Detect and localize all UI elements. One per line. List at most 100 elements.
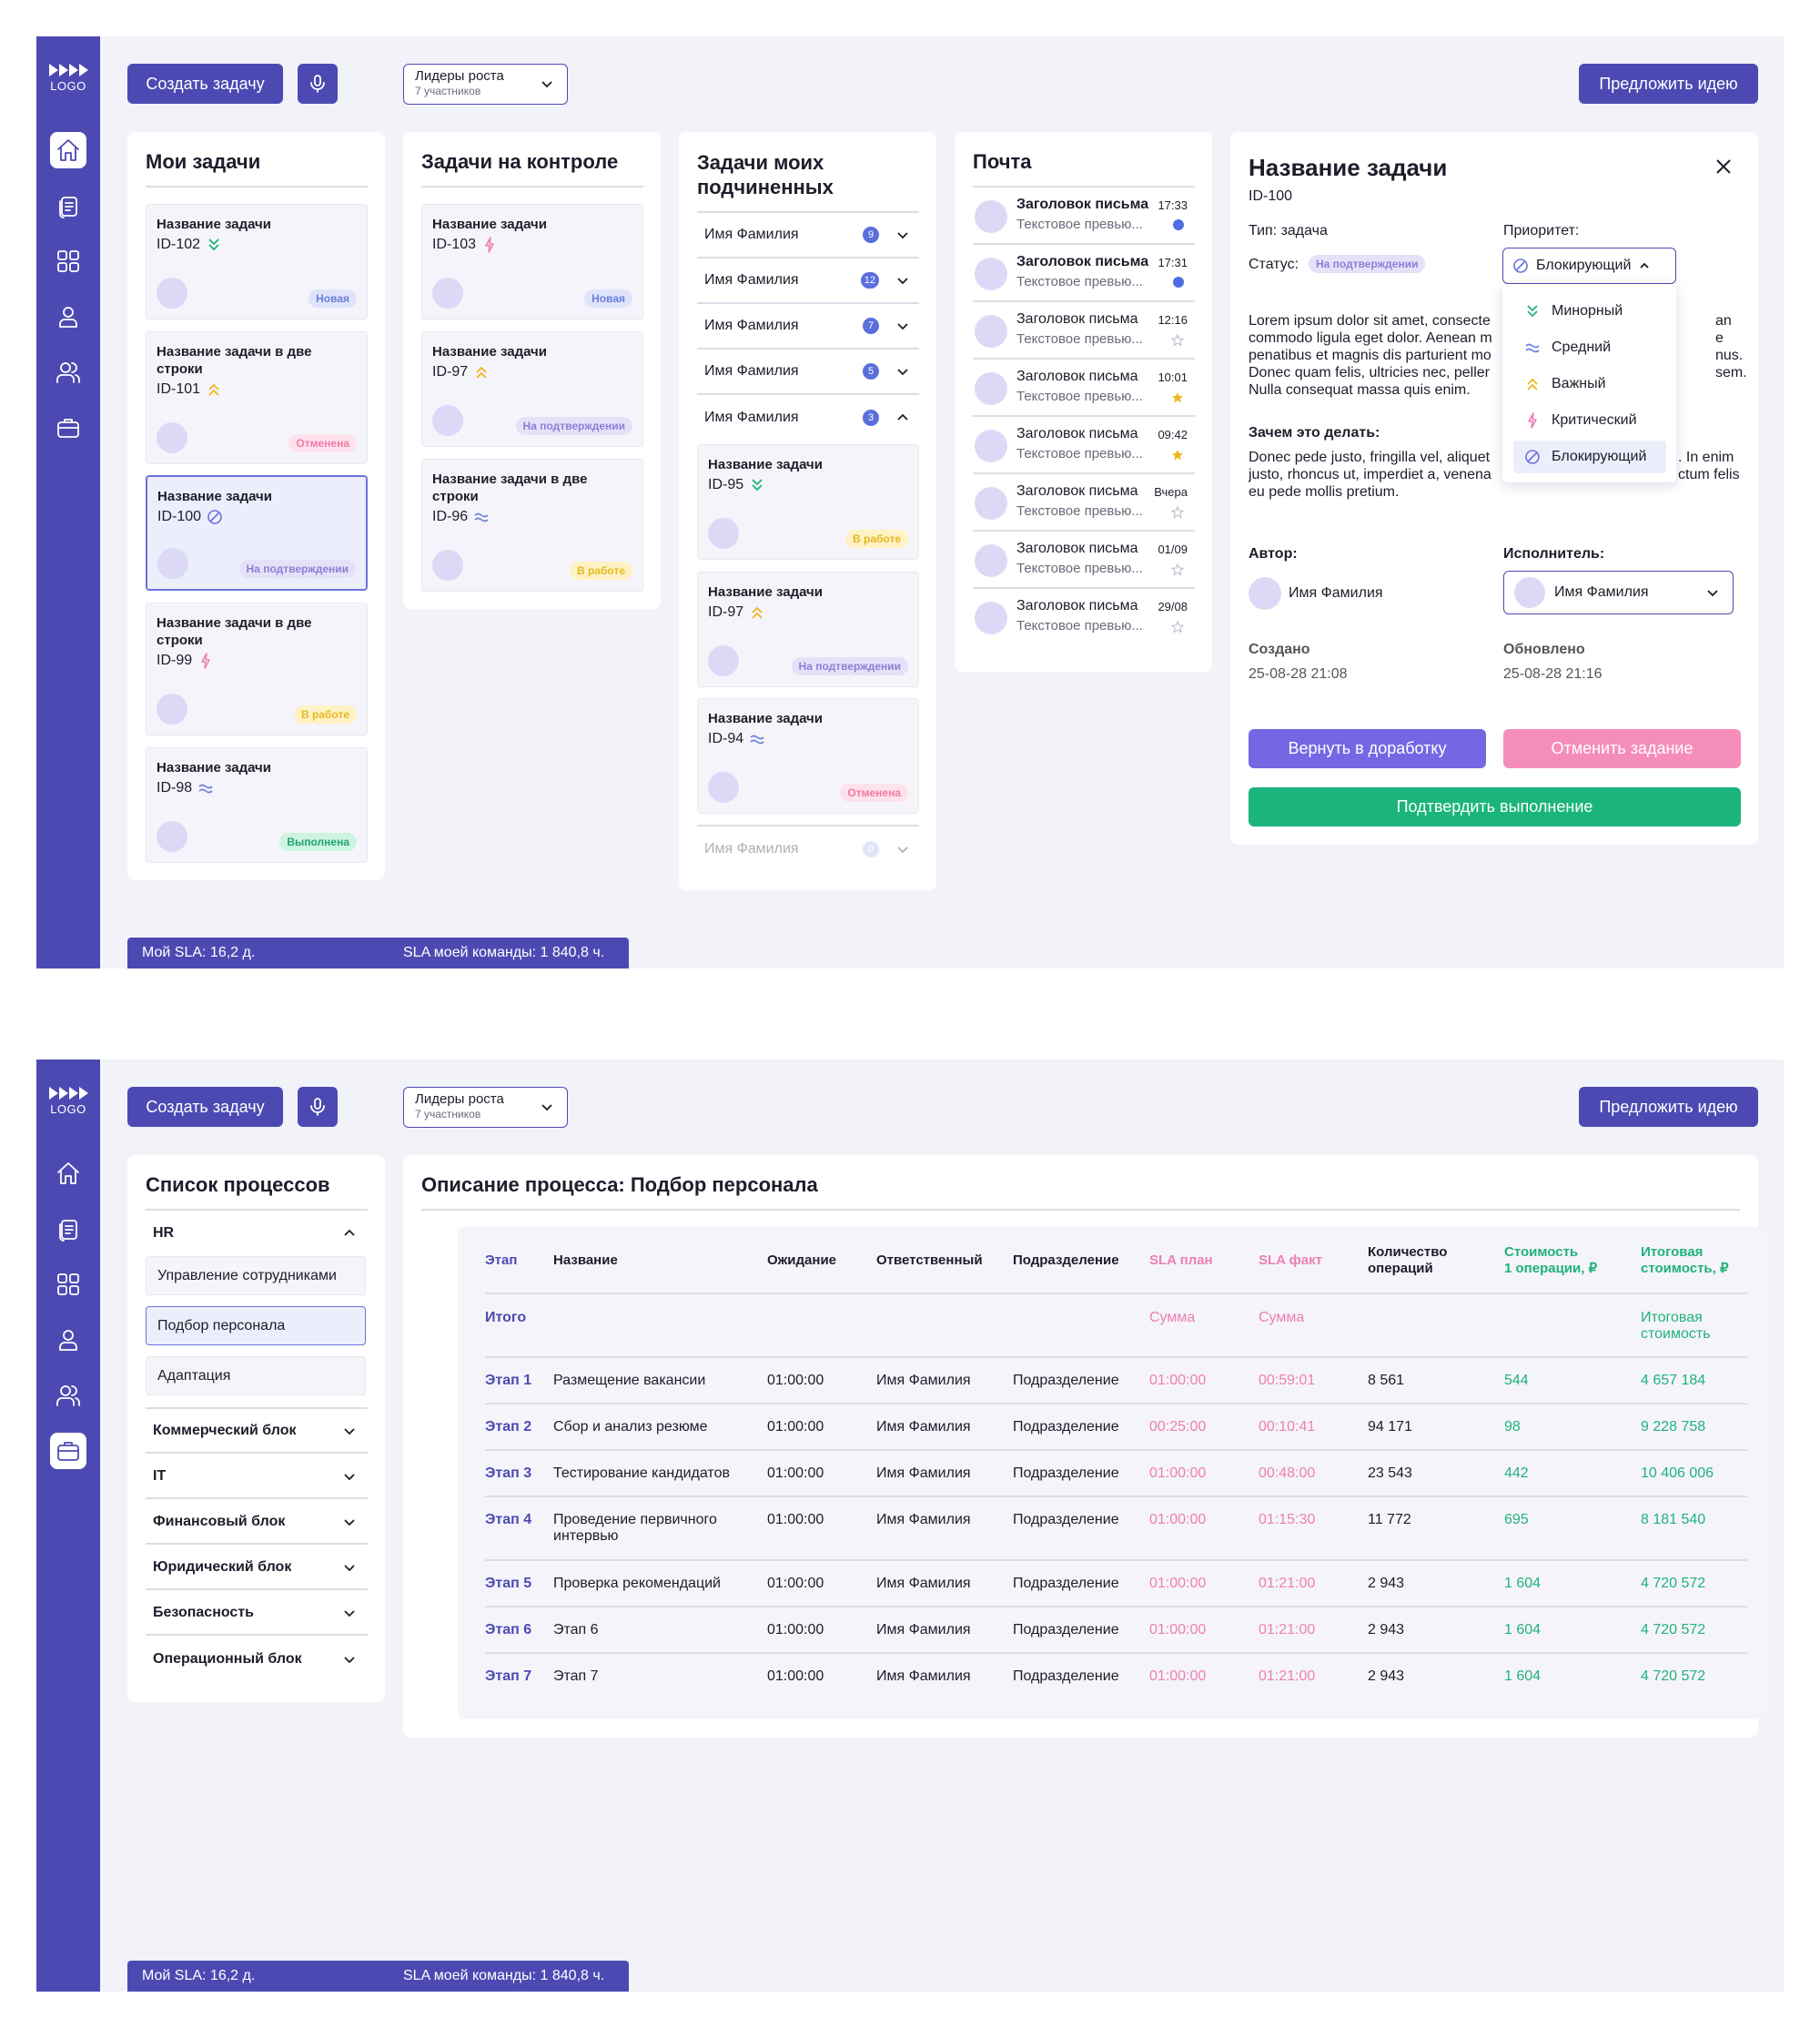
panel-title: Задачи на контроле [421, 150, 619, 173]
cell-stage: Этап 7 [485, 1668, 532, 1684]
mail-item[interactable]: Заголовок письма Текстовое превью... 10:01 [973, 360, 1195, 417]
create-task-button[interactable]: Создать задачу [127, 64, 283, 104]
close-icon[interactable] [1714, 157, 1733, 176]
mail-item[interactable]: Заголовок письма Текстовое превью... 29/08 [973, 589, 1195, 646]
group-selector[interactable]: Лидеры роста 7 участников [403, 1087, 568, 1128]
mail-time: 01/09 [1158, 542, 1188, 556]
total-cost: Итоговая стоимость [1641, 1310, 1711, 1342]
cell-dept: Подразделение [1013, 1512, 1119, 1527]
assignee-select[interactable]: Имя Фамилия [1503, 571, 1734, 614]
cancel-task-button[interactable]: Отменить задание [1503, 729, 1741, 768]
subordinate-row[interactable]: Имя Фамилия 12 [697, 259, 919, 304]
grid-icon [57, 250, 79, 272]
subordinate-row-expanded[interactable]: Имя Фамилия 3 [697, 395, 919, 441]
confirm-completion-button[interactable]: Подтвердить выполнение [1249, 787, 1741, 826]
nav-processes[interactable] [50, 410, 86, 446]
col-stage: Этап [485, 1252, 518, 1268]
nav-team[interactable] [50, 1377, 86, 1414]
subordinate-name: Имя Фамилия [704, 841, 799, 857]
priority-option-important[interactable]: Важный [1513, 368, 1666, 401]
star-filled-icon[interactable] [1171, 449, 1184, 461]
nav-home[interactable] [50, 132, 86, 168]
cell-ops: 8 561 [1368, 1373, 1405, 1388]
task-card[interactable]: Название задачи ID-98 Выполнена [146, 747, 368, 863]
mail-item[interactable]: Заголовок письма Текстовое превью... 17:33 [973, 188, 1195, 245]
nav-processes[interactable] [50, 1433, 86, 1469]
avatar [975, 544, 1007, 577]
task-card[interactable]: Название задачи ID-103 Новая [421, 204, 643, 319]
star-filled-icon[interactable] [1171, 391, 1184, 404]
nav-home[interactable] [50, 1155, 86, 1191]
mail-item[interactable]: Заголовок письма Текстовое превью... 01/09 [973, 532, 1195, 589]
nav-grid[interactable] [50, 243, 86, 279]
chevron-down-icon [897, 847, 908, 854]
priority-select[interactable]: Блокирующий [1502, 248, 1676, 284]
create-task-button[interactable]: Создать задачу [127, 1087, 283, 1127]
subordinate-row[interactable]: Имя Фамилия 7 [697, 304, 919, 350]
star-outline-icon[interactable] [1171, 334, 1184, 347]
priority-option-minor[interactable]: Минорный [1513, 295, 1666, 328]
task-card[interactable]: Название задачи ID-94 Отменена [697, 698, 919, 814]
nav-team[interactable] [50, 354, 86, 390]
mail-item[interactable]: Заголовок письма Текстовое превью... 17:31 [973, 245, 1195, 302]
process-group-hr[interactable]: HR [146, 1211, 368, 1255]
subordinate-row[interactable]: Имя Фамилия 9 [697, 213, 919, 259]
nav-documents[interactable] [50, 1211, 86, 1247]
task-card-selected[interactable]: Название задачи ID-100 На подтверждении [146, 475, 368, 591]
suggest-idea-button[interactable]: Предложить идею [1579, 1087, 1758, 1127]
task-card[interactable]: Название задачи в две строки ID-99 В раб… [146, 603, 368, 735]
total-sla-fact: Сумма [1259, 1310, 1305, 1325]
priority-option-medium[interactable]: Средний [1513, 331, 1666, 364]
chevron-up-icon [897, 413, 908, 421]
subordinate-row[interactable]: Имя Фамилия 0 [697, 826, 919, 872]
status-badge: На подтверждении [238, 560, 356, 578]
star-outline-icon[interactable] [1171, 506, 1184, 519]
logo[interactable]: LOGO [46, 64, 90, 93]
total-label: Итого [485, 1310, 527, 1325]
nav-profile[interactable] [50, 299, 86, 335]
task-card[interactable]: Название задачи ID-102 Новая [146, 204, 368, 319]
logo[interactable]: LOGO [46, 1087, 90, 1116]
star-outline-icon[interactable] [1171, 621, 1184, 634]
briefcase-icon [57, 1442, 79, 1461]
avatar [432, 550, 463, 581]
mail-item[interactable]: Заголовок письма Текстовое превью... Вчера [973, 474, 1195, 532]
process-group[interactable]: IT [146, 1455, 368, 1499]
cell-dept: Подразделение [1013, 1465, 1119, 1481]
return-to-rework-button[interactable]: Вернуть в доработку [1249, 729, 1486, 768]
process-item[interactable]: Управление сотрудниками [146, 1256, 366, 1295]
priority-option-blocking[interactable]: Блокирующий [1513, 441, 1666, 473]
task-card[interactable]: Название задачи в две строки ID-101 Отме… [146, 331, 368, 464]
star-outline-icon[interactable] [1171, 563, 1184, 576]
chevron-down-icon [897, 323, 908, 330]
nav-grid[interactable] [50, 1266, 86, 1303]
process-item-selected[interactable]: Подбор персонала [146, 1306, 366, 1345]
nav-profile[interactable] [50, 1322, 86, 1358]
process-group[interactable]: Финансовый блок [146, 1500, 368, 1545]
task-card[interactable]: Название задачи ID-95 В работе [697, 444, 919, 560]
process-group[interactable]: Коммерческий блок [146, 1409, 368, 1454]
priority-label: Приоритет: [1503, 223, 1580, 238]
nav-documents[interactable] [50, 188, 86, 224]
mail-item[interactable]: Заголовок письма Текстовое превью... 09:42 [973, 417, 1195, 474]
status-badge: В работе [294, 705, 357, 724]
mail-item[interactable]: Заголовок письма Текстовое превью... 12:16 [973, 302, 1195, 360]
voice-button[interactable] [298, 64, 338, 104]
task-card[interactable]: Название задачи в две строки ID-96 В раб… [421, 459, 643, 592]
process-group[interactable]: Безопасность [146, 1591, 368, 1636]
task-card[interactable]: Название задачи ID-97 На подтверждении [697, 572, 919, 687]
process-group[interactable]: Операционный блок [146, 1637, 368, 1681]
subordinate-row[interactable]: Имя Фамилия 5 [697, 350, 919, 395]
group-selector[interactable]: Лидеры роста 7 участников [403, 64, 568, 105]
assignee-name: Имя Фамилия [1554, 584, 1649, 600]
mail-time: 09:42 [1158, 428, 1188, 441]
priority-option-critical[interactable]: Критический [1513, 404, 1666, 437]
suggest-idea-button[interactable]: Предложить идею [1579, 64, 1758, 104]
voice-button[interactable] [298, 1087, 338, 1127]
process-group[interactable]: Юридический блок [146, 1546, 368, 1590]
user-icon [59, 1330, 77, 1351]
briefcase-icon [57, 419, 79, 438]
process-item[interactable]: Адаптация [146, 1356, 366, 1395]
mail-preview: Текстовое превью... [1016, 503, 1143, 519]
task-card[interactable]: Название задачи ID-97 На подтверждении [421, 331, 643, 447]
